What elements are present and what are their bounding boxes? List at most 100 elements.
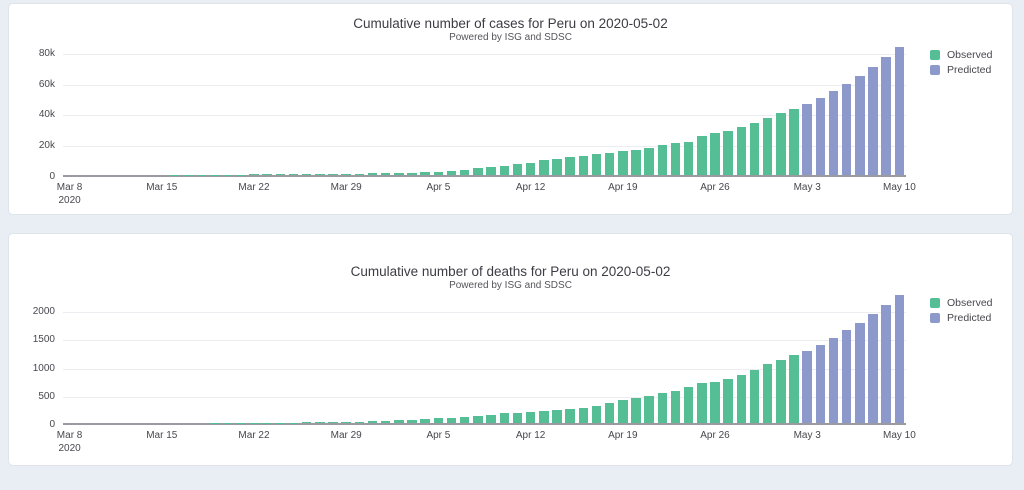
observed-bar[interactable] xyxy=(407,172,417,175)
observed-bar[interactable] xyxy=(539,410,549,423)
observed-bar[interactable] xyxy=(486,415,496,423)
observed-bar[interactable] xyxy=(657,145,668,175)
observed-bar[interactable] xyxy=(644,147,654,175)
observed-bar[interactable] xyxy=(512,164,523,175)
predicted-bar[interactable] xyxy=(815,344,826,423)
observed-bar[interactable] xyxy=(446,417,457,423)
legend-item-predicted[interactable]: Predicted xyxy=(930,310,993,325)
predicted-bar[interactable] xyxy=(841,83,852,175)
observed-bar[interactable] xyxy=(644,395,654,423)
predicted-bar[interactable] xyxy=(828,337,839,423)
observed-bar[interactable] xyxy=(433,171,444,175)
observed-bar[interactable] xyxy=(525,412,536,423)
observed-bar[interactable] xyxy=(301,422,312,423)
observed-bar[interactable] xyxy=(762,363,773,423)
observed-bar[interactable] xyxy=(394,420,404,423)
observed-bar[interactable] xyxy=(657,393,668,423)
observed-bar[interactable] xyxy=(670,390,681,423)
legend-item-observed[interactable]: Observed xyxy=(930,47,993,62)
observed-bar[interactable] xyxy=(512,412,523,423)
observed-bar[interactable] xyxy=(288,422,299,423)
observed-bar[interactable] xyxy=(723,378,733,423)
observed-bar[interactable] xyxy=(539,159,549,175)
observed-bar[interactable] xyxy=(710,381,720,423)
observed-bar[interactable] xyxy=(697,135,707,175)
observed-bar[interactable] xyxy=(249,174,259,175)
observed-bar[interactable] xyxy=(789,109,799,175)
predicted-bar[interactable] xyxy=(868,314,878,423)
observed-bar[interactable] xyxy=(315,174,325,175)
observed-bar[interactable] xyxy=(565,408,575,423)
observed-bar[interactable] xyxy=(341,421,351,423)
observed-bar[interactable] xyxy=(776,112,786,175)
observed-bar[interactable] xyxy=(288,174,299,175)
observed-bar[interactable] xyxy=(433,418,444,423)
observed-bar[interactable] xyxy=(486,166,496,175)
observed-bar[interactable] xyxy=(367,421,378,423)
observed-bar[interactable] xyxy=(354,173,365,175)
predicted-bar[interactable] xyxy=(894,46,905,175)
observed-bar[interactable] xyxy=(578,407,589,423)
observed-bar[interactable] xyxy=(275,174,286,175)
observed-bar[interactable] xyxy=(473,168,483,175)
observed-bar[interactable] xyxy=(407,419,417,423)
observed-bar[interactable] xyxy=(631,397,641,423)
observed-bar[interactable] xyxy=(473,416,483,423)
observed-bar[interactable] xyxy=(591,406,602,423)
observed-bar[interactable] xyxy=(749,122,760,175)
observed-bar[interactable] xyxy=(578,155,589,175)
observed-bar[interactable] xyxy=(367,173,378,175)
observed-bar[interactable] xyxy=(328,173,338,175)
observed-bar[interactable] xyxy=(697,383,707,423)
observed-bar[interactable] xyxy=(459,170,470,175)
observed-bar[interactable] xyxy=(499,413,509,423)
observed-bar[interactable] xyxy=(525,163,536,175)
predicted-bar[interactable] xyxy=(815,97,826,175)
observed-bar[interactable] xyxy=(499,165,509,175)
observed-bar[interactable] xyxy=(604,152,615,175)
observed-bar[interactable] xyxy=(446,171,457,175)
observed-bar[interactable] xyxy=(380,420,391,423)
observed-bar[interactable] xyxy=(736,374,747,423)
observed-bar[interactable] xyxy=(618,400,628,423)
observed-bar[interactable] xyxy=(789,355,799,423)
observed-bar[interactable] xyxy=(565,157,575,175)
predicted-bar[interactable] xyxy=(855,322,865,423)
observed-bar[interactable] xyxy=(591,154,602,175)
legend-item-observed[interactable]: Observed xyxy=(930,295,993,310)
predicted-bar[interactable] xyxy=(802,104,812,175)
observed-bar[interactable] xyxy=(723,130,733,175)
predicted-bar[interactable] xyxy=(881,57,891,175)
observed-bar[interactable] xyxy=(380,172,391,175)
observed-bar[interactable] xyxy=(683,141,694,175)
observed-bar[interactable] xyxy=(301,174,312,175)
observed-bar[interactable] xyxy=(552,159,562,175)
observed-bar[interactable] xyxy=(618,150,628,175)
predicted-bar[interactable] xyxy=(828,91,839,175)
observed-bar[interactable] xyxy=(710,132,720,175)
observed-bar[interactable] xyxy=(262,174,272,175)
observed-bar[interactable] xyxy=(420,172,430,175)
observed-bar[interactable] xyxy=(328,422,338,423)
observed-bar[interactable] xyxy=(315,422,325,423)
predicted-bar[interactable] xyxy=(855,75,865,175)
predicted-bar[interactable] xyxy=(881,305,891,423)
observed-bar[interactable] xyxy=(341,173,351,175)
legend-item-predicted[interactable]: Predicted xyxy=(930,62,993,77)
observed-bar[interactable] xyxy=(736,126,747,175)
observed-bar[interactable] xyxy=(670,142,681,175)
observed-bar[interactable] xyxy=(749,369,760,423)
predicted-bar[interactable] xyxy=(841,330,852,423)
observed-bar[interactable] xyxy=(762,118,773,175)
predicted-bar[interactable] xyxy=(894,295,905,423)
predicted-bar[interactable] xyxy=(868,66,878,175)
observed-bar[interactable] xyxy=(631,149,641,175)
observed-bar[interactable] xyxy=(552,410,562,423)
observed-bar[interactable] xyxy=(394,172,404,175)
predicted-bar[interactable] xyxy=(802,350,812,423)
observed-bar[interactable] xyxy=(420,418,430,423)
observed-bar[interactable] xyxy=(354,421,365,423)
observed-bar[interactable] xyxy=(683,387,694,423)
observed-bar[interactable] xyxy=(604,403,615,423)
observed-bar[interactable] xyxy=(776,359,786,423)
